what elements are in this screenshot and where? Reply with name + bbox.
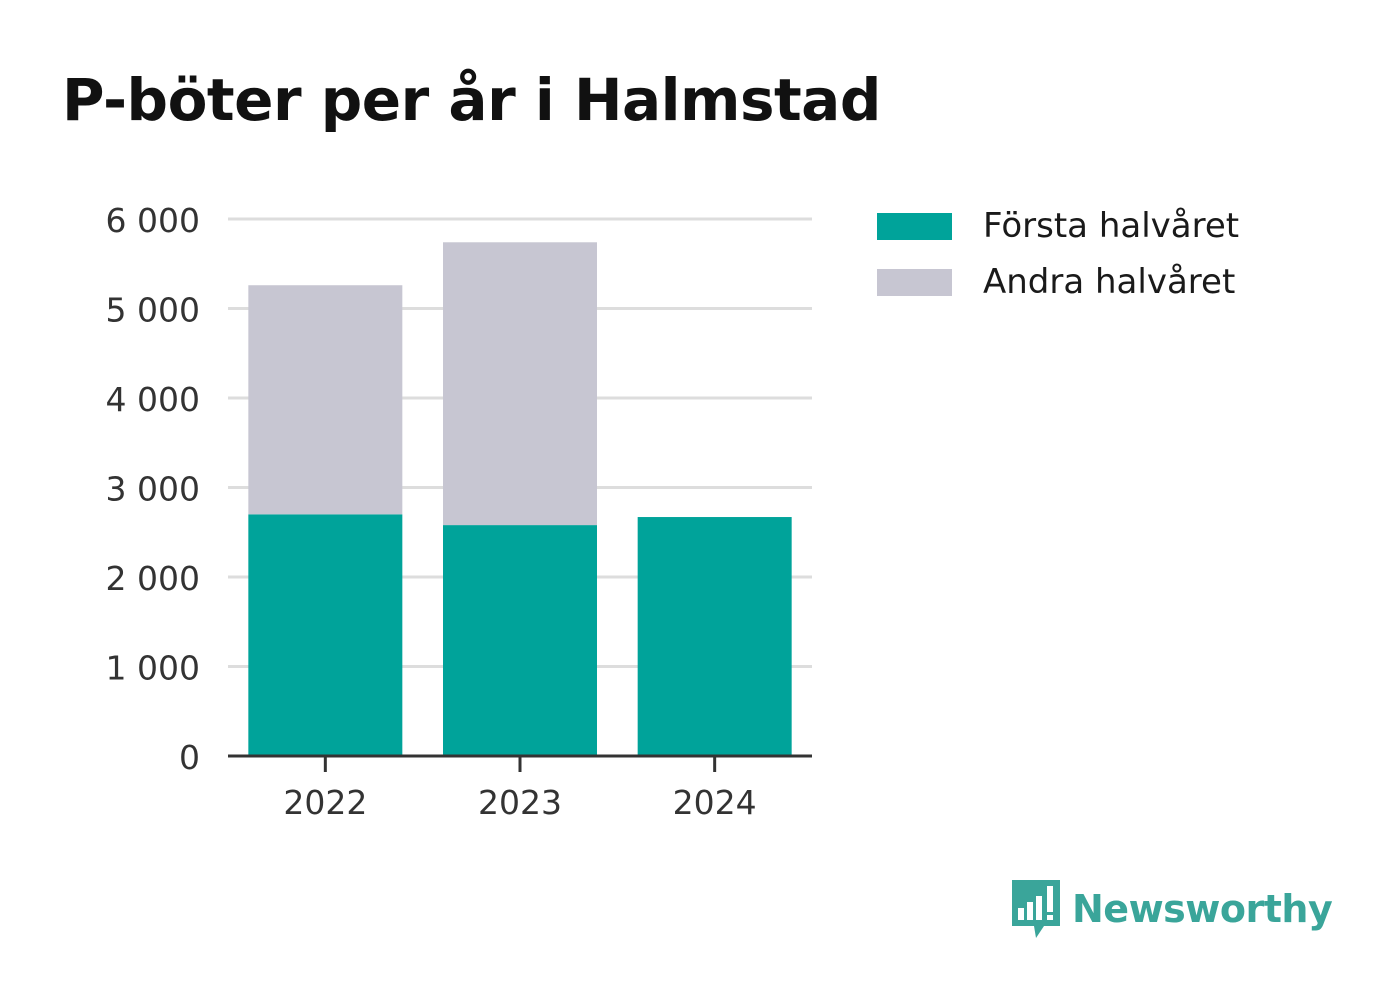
x-axis — [228, 754, 812, 772]
legend-item-second-half: Andra halvåret — [877, 254, 1239, 310]
newsworthy-logo: Newsworthy — [1010, 878, 1333, 940]
bars — [248, 242, 792, 756]
legend-item-first-half: Första halvåret — [877, 198, 1239, 254]
y-tick-label: 5 000 — [106, 291, 200, 330]
bar-chart-speech-bubble-icon — [1012, 880, 1060, 938]
bar-2022-first-half — [248, 514, 403, 756]
bar-2022-second-half — [248, 285, 403, 515]
y-axis-tick-labels: 0 1 000 2 000 3 000 4 000 5 000 6 000 — [106, 201, 200, 777]
y-tick-label: 4 000 — [106, 380, 200, 419]
x-tick-label: 2023 — [478, 783, 562, 822]
y-tick-label: 2 000 — [106, 559, 200, 598]
legend: Första halvåret Andra halvåret — [877, 198, 1239, 310]
y-tick-label: 3 000 — [106, 470, 200, 509]
y-tick-label: 1 000 — [106, 649, 200, 688]
chart-title: P-böter per år i Halmstad — [62, 66, 881, 134]
x-tick-label: 2024 — [673, 783, 757, 822]
legend-label-second-half: Andra halvåret — [983, 262, 1236, 302]
x-axis-tick-labels: 2022 2023 2024 — [283, 783, 756, 822]
legend-label-first-half: Första halvåret — [983, 206, 1240, 246]
y-tick-label: 0 — [179, 738, 200, 777]
legend-swatch-first-half — [877, 212, 952, 240]
x-tick-label: 2022 — [283, 783, 367, 822]
bar-2024-first-half — [637, 517, 792, 756]
y-tick-label: 6 000 — [106, 201, 200, 240]
bar-2023-first-half — [443, 525, 597, 756]
brand-name: Newsworthy — [1072, 887, 1333, 931]
bar-2023-second-half — [443, 242, 597, 526]
legend-swatch-second-half — [877, 268, 952, 296]
